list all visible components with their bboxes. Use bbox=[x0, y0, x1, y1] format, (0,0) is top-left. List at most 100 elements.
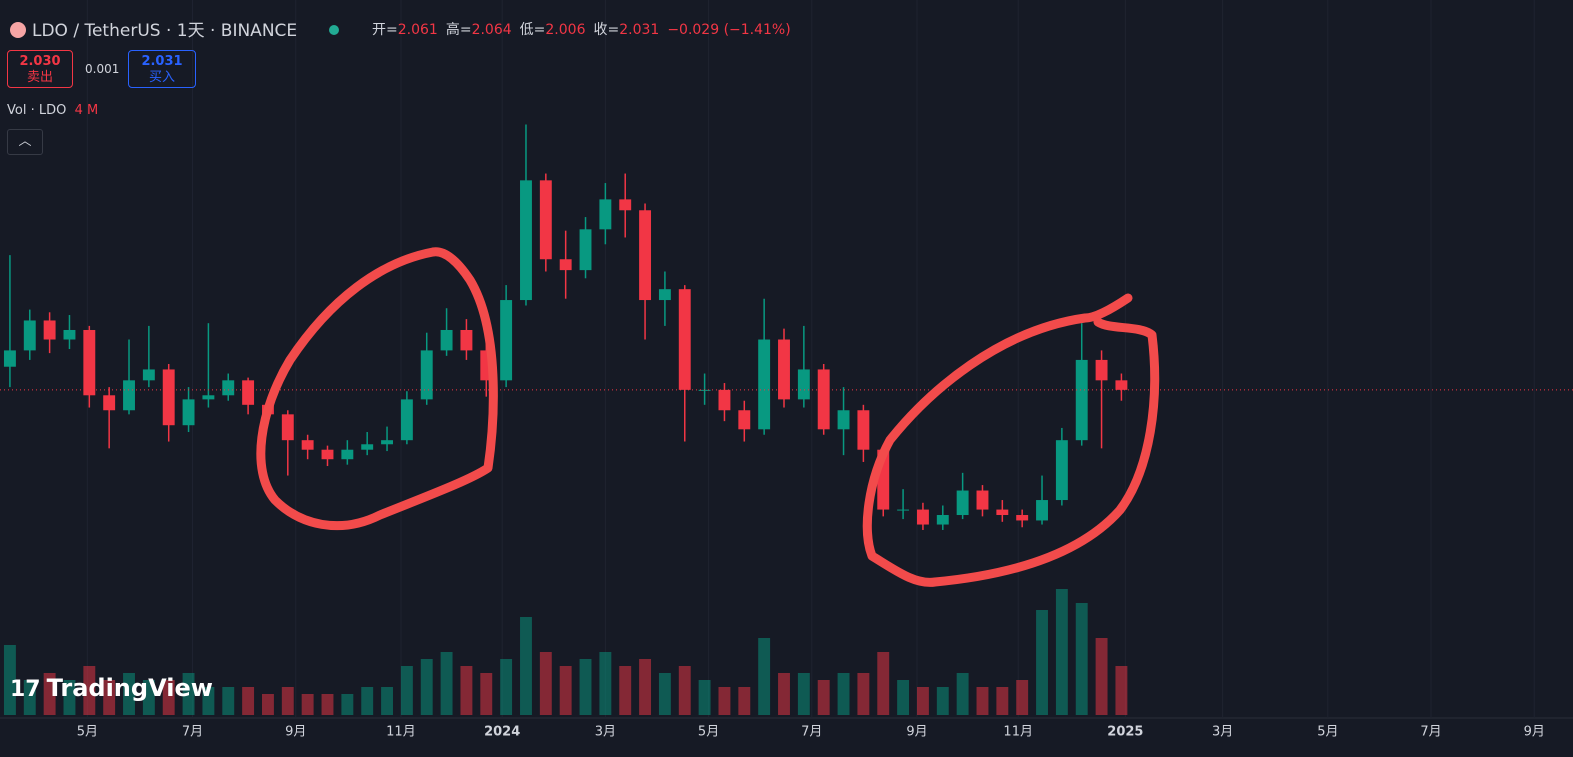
candle-body bbox=[758, 339, 771, 430]
x-tick-label: 5月 bbox=[698, 725, 719, 740]
logo: 17 bbox=[10, 677, 41, 702]
price-change: −0.029 (−1.41%) bbox=[667, 22, 791, 38]
volume-bar bbox=[202, 687, 215, 715]
volume-bar bbox=[619, 666, 632, 715]
volume-bar bbox=[3, 645, 16, 715]
x-tick-label: 7月 bbox=[1420, 725, 1441, 740]
volume-bar bbox=[916, 687, 929, 715]
volume-bar bbox=[877, 652, 890, 715]
x-tick-label: 5月 bbox=[77, 725, 98, 740]
x-tick-label: 2025 bbox=[1107, 725, 1143, 740]
spread: 0.001 bbox=[85, 62, 120, 76]
watermark-text: TradingView bbox=[46, 674, 213, 702]
volume-bar bbox=[936, 687, 949, 715]
x-tick-label: 9月 bbox=[1524, 725, 1545, 740]
candle-body bbox=[341, 449, 354, 460]
volume-bar bbox=[63, 680, 76, 715]
candle-body bbox=[658, 289, 671, 301]
candle-body bbox=[321, 449, 334, 460]
candle-body bbox=[440, 329, 453, 351]
candle-body bbox=[281, 414, 294, 441]
candle-body bbox=[520, 180, 532, 301]
ohlc-value: 2.031 bbox=[619, 22, 660, 38]
volume-bar bbox=[420, 659, 433, 715]
buy-button[interactable]: 2.031 买入 bbox=[128, 50, 196, 88]
volume-legend: Vol · LDO 4 M bbox=[7, 103, 98, 118]
volume-bar bbox=[539, 652, 552, 715]
candle-body bbox=[3, 350, 16, 367]
volume-bar bbox=[996, 687, 1009, 715]
ohlc-value: 2.006 bbox=[545, 22, 586, 38]
candle-body bbox=[1036, 500, 1048, 521]
volume-bar bbox=[1115, 666, 1128, 715]
ohlc-value: 2.064 bbox=[471, 22, 512, 38]
symbol-icon bbox=[10, 22, 26, 38]
candle-body bbox=[242, 380, 255, 405]
volume-bar bbox=[897, 680, 910, 715]
x-tick-label: 9月 bbox=[906, 725, 927, 740]
volume-bar bbox=[281, 687, 294, 715]
ohlc-label: 高= bbox=[445, 22, 472, 38]
volume-bar bbox=[400, 666, 413, 715]
volume-bar bbox=[1016, 680, 1029, 715]
candle-body bbox=[500, 300, 513, 381]
candle-body bbox=[381, 440, 393, 445]
volume-bar bbox=[142, 680, 155, 715]
candle-body bbox=[678, 289, 691, 390]
candle-body bbox=[639, 210, 652, 301]
circle-1 bbox=[256, 247, 498, 531]
volume-bar bbox=[738, 687, 751, 715]
symbol: LDO / TetherUS · 1天 · BINANCE bbox=[32, 21, 298, 41]
volume-bar bbox=[480, 673, 493, 715]
candle-body bbox=[63, 329, 76, 340]
candle-body bbox=[976, 490, 989, 510]
x-tick-label: 5月 bbox=[1317, 725, 1338, 740]
volume-value: 4 M bbox=[74, 103, 99, 118]
volume-bar bbox=[381, 687, 393, 715]
volume-bar bbox=[261, 694, 274, 715]
volume-bar bbox=[976, 687, 989, 715]
candle-body bbox=[1115, 380, 1128, 390]
x-tick-label: 3月 bbox=[1212, 725, 1233, 740]
volume-bar bbox=[599, 652, 612, 715]
candle-body bbox=[202, 395, 215, 400]
candle-body bbox=[182, 399, 195, 426]
watermark: 17 TradingView bbox=[10, 674, 213, 702]
x-tick-label: 11月 bbox=[1003, 725, 1033, 740]
candle-body bbox=[877, 449, 890, 510]
candle-body bbox=[1075, 359, 1088, 441]
volume-bar bbox=[440, 652, 453, 715]
candle-body bbox=[599, 199, 612, 230]
candle-body bbox=[162, 369, 175, 426]
candle-body bbox=[1055, 440, 1068, 501]
sell-button[interactable]: 2.030 卖出 bbox=[7, 50, 73, 88]
x-tick-label: 2024 bbox=[484, 725, 520, 740]
x-tick-label: 3月 bbox=[595, 725, 616, 740]
x-tick-label: 9月 bbox=[285, 725, 306, 740]
volume-bar bbox=[698, 680, 711, 715]
candle-body bbox=[738, 410, 751, 430]
ohlc-legend: 开=2.061 高=2.064 低=2.006 收=2.031 −0.029 (−1.4… bbox=[372, 19, 791, 39]
candle-body bbox=[83, 329, 96, 396]
volume-bar bbox=[162, 680, 175, 715]
candle-body bbox=[222, 380, 235, 396]
volume-bar bbox=[678, 666, 691, 715]
volume-bar bbox=[222, 687, 235, 715]
ohlc-label: 收= bbox=[593, 22, 620, 38]
candle-body bbox=[43, 320, 56, 340]
candle-body bbox=[1016, 515, 1029, 521]
candle-body bbox=[579, 229, 592, 271]
volume-bar bbox=[123, 673, 135, 715]
collapse-button[interactable]: ︿ bbox=[7, 129, 43, 155]
candle-body bbox=[778, 339, 790, 400]
volume-bar bbox=[341, 694, 354, 715]
x-tick-label: 7月 bbox=[182, 725, 203, 740]
volume-bar bbox=[658, 673, 671, 715]
candle-body bbox=[400, 399, 413, 441]
candle-body bbox=[916, 509, 929, 525]
volume-bar bbox=[718, 687, 731, 715]
volume-bar bbox=[361, 687, 374, 715]
circle-2 bbox=[862, 293, 1160, 587]
volume-bar bbox=[301, 694, 314, 715]
ohlc-value: 2.061 bbox=[397, 22, 438, 38]
